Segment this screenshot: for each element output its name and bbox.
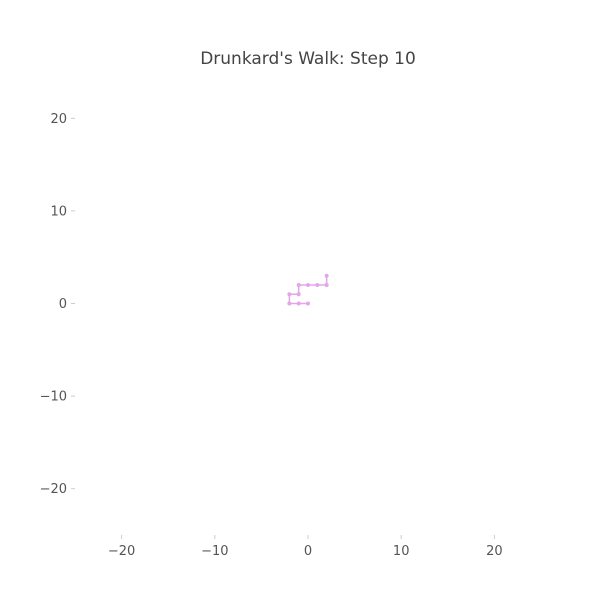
y-tick-label: −10 (40, 390, 67, 405)
walk-step-point (315, 282, 320, 287)
walk-step-point (306, 301, 310, 306)
walk-step-point (324, 282, 329, 287)
x-axis: −20 −10 0 10 20 (108, 535, 503, 559)
y-tick-label: 20 (50, 112, 67, 127)
chart-title: Drunkard's Walk: Step 10 (200, 49, 416, 69)
walk-step-point (296, 292, 301, 297)
x-tick-label: 10 (393, 544, 410, 559)
plot-area (287, 273, 329, 306)
walk-step-point (296, 282, 301, 287)
y-tick-label: 10 (50, 204, 67, 219)
x-tick-label: −10 (201, 544, 228, 559)
walk-step-point (287, 292, 292, 297)
y-tick-label: −20 (40, 482, 67, 497)
walk-step-point (306, 282, 310, 287)
y-axis: 20 10 0 −10 −20 (40, 112, 75, 497)
walk-path-line (288, 275, 328, 305)
walk-step-point (324, 273, 329, 278)
y-tick-label: 0 (59, 297, 67, 312)
x-tick-label: 0 (304, 544, 312, 559)
walk-step-point (287, 301, 292, 306)
x-tick-label: 20 (486, 544, 503, 559)
x-tick-label: −20 (108, 544, 135, 559)
walk-step-point (296, 301, 301, 306)
